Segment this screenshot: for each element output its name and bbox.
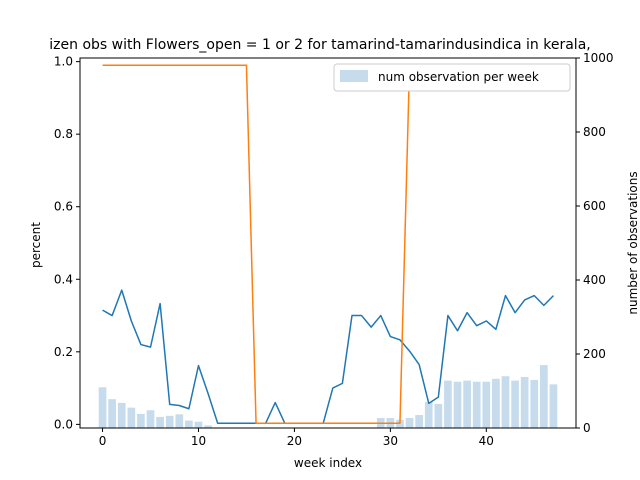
bar [127, 407, 136, 428]
bar [156, 416, 164, 428]
bars-layer [98, 365, 558, 428]
bar [185, 420, 193, 428]
bar [165, 415, 174, 428]
bar [194, 421, 203, 428]
bar [405, 418, 414, 428]
axes-layer: 0 10 20 30 40 0.0 0.2 0.4 0.6 0.8 1.0 0 200 400 600 800… [54, 51, 614, 448]
bar [482, 381, 491, 428]
legend-frame [333, 63, 571, 92]
y-right-tick-label: 1000 [583, 51, 614, 65]
y-right-tick-label: 600 [583, 199, 606, 213]
y-right-axis-label: number of observations [626, 171, 640, 314]
x-tick-label: 30 [383, 434, 398, 448]
bar [98, 387, 107, 428]
y-right-tick-label: 0 [583, 421, 591, 435]
x-tick-label: 20 [287, 434, 302, 448]
y-left-tick-label: 0.6 [54, 200, 73, 214]
bar [117, 402, 126, 428]
bar [501, 376, 510, 428]
bar [530, 379, 539, 428]
bar [204, 425, 212, 428]
bar [472, 381, 481, 428]
bar [146, 410, 155, 428]
bar [137, 413, 145, 428]
y-left-tick-label: 0.0 [54, 417, 73, 431]
bar [415, 415, 423, 428]
bar [492, 378, 500, 428]
bar [108, 399, 116, 428]
bar [444, 380, 452, 428]
x-axis-label: week index [294, 456, 362, 470]
x-tick-label: 0 [99, 434, 107, 448]
bar [424, 402, 433, 428]
y-left-tick-label: 0.4 [54, 272, 73, 286]
y-left-tick-label: 0.2 [54, 345, 73, 359]
bar [511, 380, 519, 428]
chart-title: izen obs with Flowers_open = 1 or 2 for … [49, 37, 590, 53]
x-tick-label: 10 [191, 434, 206, 448]
bar [453, 381, 462, 428]
y-left-axis-label: percent [29, 222, 43, 268]
bar [434, 403, 443, 428]
bar [463, 380, 471, 428]
y-right-tick-label: 400 [583, 273, 606, 287]
plot-frame [79, 57, 577, 429]
bar [175, 414, 184, 428]
legend-entry-bars: num observation per week [378, 70, 539, 84]
percent-line [102, 289, 554, 425]
y-right-tick-label: 200 [583, 347, 606, 361]
legend: num observation per week [333, 63, 571, 92]
bar [549, 384, 558, 428]
y-left-tick-label: 0.8 [54, 127, 73, 141]
legend-swatch [340, 70, 368, 82]
x-tick-label: 40 [479, 434, 494, 448]
y-right-tick-label: 800 [583, 125, 606, 139]
bar [520, 376, 529, 428]
bar [540, 365, 548, 428]
y-left-tick-label: 1.0 [54, 55, 73, 69]
